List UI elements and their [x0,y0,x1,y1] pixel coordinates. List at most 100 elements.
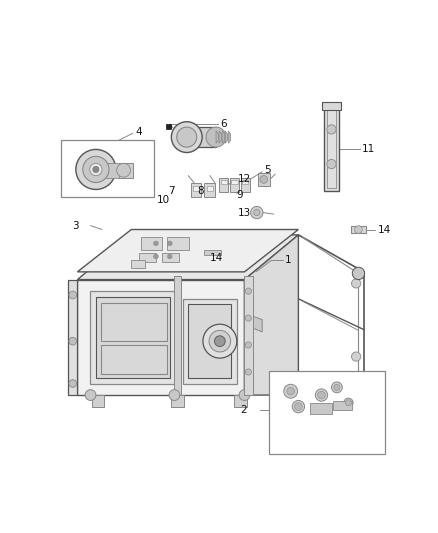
Circle shape [167,254,172,259]
Text: 1: 1 [285,255,292,265]
Circle shape [90,163,102,175]
Text: 11: 11 [362,144,375,154]
Polygon shape [131,260,145,268]
Circle shape [245,369,251,375]
Polygon shape [91,291,175,384]
Circle shape [332,382,342,393]
Text: 3: 3 [72,221,79,231]
Circle shape [245,315,251,321]
Polygon shape [219,178,228,192]
Polygon shape [183,299,237,384]
Circle shape [344,398,353,407]
Circle shape [203,324,237,358]
Circle shape [209,330,231,352]
Text: 12: 12 [237,174,251,184]
Circle shape [318,391,325,399]
Circle shape [251,206,263,219]
Circle shape [260,175,268,183]
Circle shape [154,254,158,259]
Circle shape [352,389,364,401]
Circle shape [154,241,158,246]
Polygon shape [216,131,218,143]
Polygon shape [166,124,170,128]
Text: 13: 13 [238,207,251,217]
Circle shape [69,291,77,299]
Polygon shape [247,314,262,332]
Polygon shape [219,131,221,143]
Circle shape [352,279,361,288]
Circle shape [239,390,250,400]
Circle shape [352,352,361,361]
Circle shape [334,384,340,391]
Circle shape [292,400,304,413]
Circle shape [177,127,197,147]
Polygon shape [167,237,189,249]
Polygon shape [187,127,216,147]
Polygon shape [68,280,78,395]
Polygon shape [96,163,119,178]
Text: 8: 8 [197,186,204,196]
Circle shape [284,384,298,398]
Circle shape [355,225,362,233]
Circle shape [83,156,109,182]
Text: 2: 2 [240,406,247,415]
Polygon shape [92,395,104,407]
Circle shape [215,336,225,346]
Circle shape [171,122,202,152]
Circle shape [245,342,251,348]
Circle shape [254,209,260,216]
Polygon shape [242,180,248,184]
Polygon shape [240,178,250,192]
Circle shape [294,403,302,410]
Circle shape [93,166,99,173]
Circle shape [76,149,116,189]
Text: 14: 14 [378,224,391,235]
Text: 9: 9 [236,190,243,200]
FancyBboxPatch shape [269,371,385,454]
Circle shape [346,400,352,406]
Polygon shape [204,251,221,255]
Polygon shape [207,187,213,191]
Polygon shape [78,230,298,272]
Polygon shape [96,296,170,378]
Polygon shape [78,235,298,280]
Text: 7: 7 [169,186,175,196]
Polygon shape [244,277,253,395]
Polygon shape [139,253,156,262]
Polygon shape [141,237,162,249]
Text: 5: 5 [264,165,270,175]
FancyBboxPatch shape [61,140,154,197]
Circle shape [85,390,96,400]
Circle shape [117,163,131,177]
Polygon shape [322,102,341,110]
Polygon shape [191,183,201,197]
Polygon shape [174,276,180,395]
Polygon shape [310,403,332,414]
Circle shape [352,267,364,280]
Circle shape [169,390,180,400]
Polygon shape [231,180,237,184]
Text: 10: 10 [157,195,170,205]
Polygon shape [222,131,224,143]
Polygon shape [324,104,339,191]
Text: 4: 4 [135,127,142,137]
Polygon shape [244,235,298,395]
Circle shape [352,383,361,392]
Circle shape [287,387,294,395]
Polygon shape [234,395,247,407]
Text: 6: 6 [220,119,226,129]
Polygon shape [225,131,228,143]
Circle shape [245,288,251,294]
Circle shape [327,159,336,168]
Polygon shape [351,225,366,233]
Polygon shape [258,173,270,185]
Polygon shape [171,395,184,407]
Circle shape [315,389,328,401]
Polygon shape [333,401,352,410]
Circle shape [69,379,77,387]
Circle shape [69,337,77,345]
Polygon shape [205,183,215,197]
Polygon shape [193,187,199,191]
Circle shape [167,241,172,246]
Polygon shape [78,280,244,395]
